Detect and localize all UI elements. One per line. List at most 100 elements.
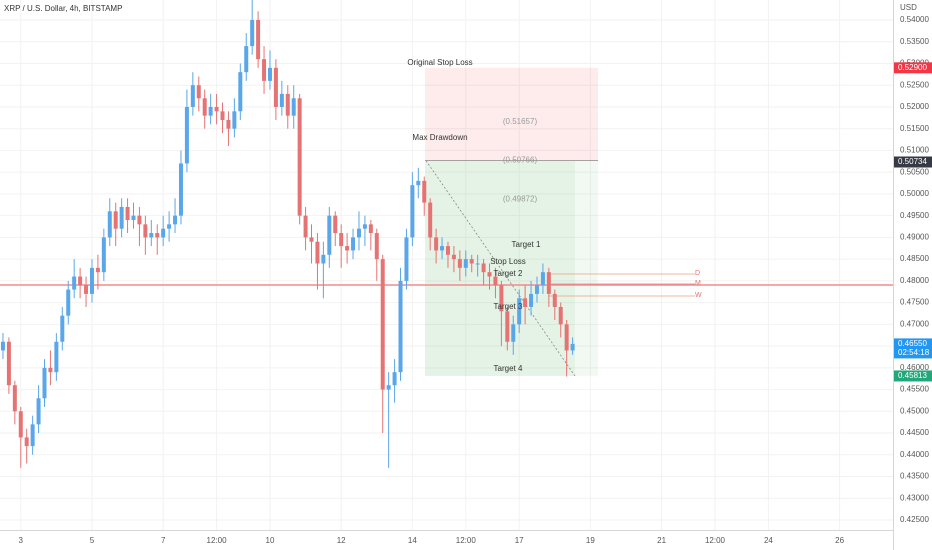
candle-body xyxy=(107,211,112,238)
annotation: Original Stop Loss xyxy=(407,58,472,67)
candle-body xyxy=(523,298,528,307)
candle-body xyxy=(190,85,195,107)
candle-body xyxy=(262,59,267,81)
annotation: Target 3 xyxy=(494,302,523,311)
candle-body xyxy=(457,259,462,268)
level-label: (0.51657) xyxy=(503,117,538,126)
candle-body xyxy=(95,267,100,273)
candle-body xyxy=(6,341,11,386)
candle-body xyxy=(131,215,136,220)
target-zone-ext xyxy=(575,160,598,376)
annotation: Stop Loss xyxy=(490,257,526,266)
candle-body xyxy=(196,85,201,99)
y-tick-label: 0.47000 xyxy=(900,319,929,328)
y-tick-label: 0.42500 xyxy=(900,515,929,524)
candle-body xyxy=(273,67,278,107)
candle-body xyxy=(552,293,557,307)
candle-body xyxy=(309,237,314,242)
candle-body xyxy=(285,93,290,116)
candle-body xyxy=(540,272,545,286)
candle-body xyxy=(398,280,403,373)
plot: (0.51657) (0.50766) (0.49872) Original Stop… xyxy=(0,0,893,530)
candle-body xyxy=(291,98,296,116)
y-tick-label: 0.49500 xyxy=(900,211,929,220)
candle-body xyxy=(250,20,255,47)
candle-body xyxy=(351,237,356,251)
x-tick-label: 21 xyxy=(657,536,666,545)
candle-body xyxy=(78,276,83,286)
stop-zone xyxy=(425,67,598,161)
candle-body xyxy=(487,272,492,277)
candle-body xyxy=(434,237,439,251)
candle-body xyxy=(232,111,237,129)
candle-body xyxy=(60,315,65,342)
y-tick-label: 0.52000 xyxy=(900,102,929,111)
candle-body xyxy=(493,276,498,286)
price-badge-label: 0.46550 xyxy=(898,339,927,348)
candle-body xyxy=(297,98,302,216)
candle-body xyxy=(267,67,272,81)
x-tick-label: 12 xyxy=(337,536,346,545)
candle-body xyxy=(386,385,391,390)
y-tick-label: 0.51000 xyxy=(900,146,929,155)
candle-body xyxy=(303,215,308,238)
candle-body xyxy=(137,215,142,225)
level-label: (0.50766) xyxy=(503,156,538,165)
candle-body xyxy=(0,341,5,351)
candle-body xyxy=(119,206,124,229)
y-tick-label: 0.44500 xyxy=(900,428,929,437)
annotation: Target 4 xyxy=(494,364,523,373)
candle-body xyxy=(333,215,338,234)
candle-body xyxy=(321,254,326,264)
y-tick-label: 0.46000 xyxy=(900,363,929,372)
candle-body xyxy=(570,343,575,351)
candle-body xyxy=(505,311,510,342)
candle-body xyxy=(30,424,35,447)
x-tick-label: 10 xyxy=(266,536,275,545)
y-tick-label: 0.51500 xyxy=(900,124,929,133)
candle-body xyxy=(368,224,373,234)
y-tick-label: 0.50500 xyxy=(900,167,929,176)
candle-body xyxy=(72,276,77,290)
price-badge xyxy=(894,338,932,359)
x-tick-label: 24 xyxy=(764,536,773,545)
candle-body xyxy=(161,228,166,238)
candle-body xyxy=(374,233,379,260)
candle-body xyxy=(155,233,160,238)
y-tick-label: 0.50000 xyxy=(900,189,929,198)
axis-unit: USD xyxy=(900,3,917,12)
y-tick-label: 0.45500 xyxy=(900,385,929,394)
candle-body xyxy=(463,259,468,268)
candle-body xyxy=(481,263,486,273)
candle-body xyxy=(36,398,41,425)
candle-body xyxy=(279,93,284,107)
x-tick-label: 3 xyxy=(19,536,24,545)
candle-body xyxy=(392,372,397,386)
target-zone xyxy=(425,160,575,376)
level-label: (0.49872) xyxy=(503,195,538,204)
candle-body xyxy=(113,211,118,229)
candle-body xyxy=(529,293,534,307)
candle-body xyxy=(101,237,106,273)
y-tick-label: 0.45000 xyxy=(900,406,929,415)
price-badge xyxy=(894,156,932,168)
candle-body xyxy=(220,111,225,120)
y-tick-label: 0.54000 xyxy=(900,15,929,24)
price-badge-label: 0.50734 xyxy=(898,157,927,166)
candle-body xyxy=(327,215,332,255)
candle-body xyxy=(256,20,261,60)
y-tick-label: 0.44000 xyxy=(900,450,929,459)
candle-body xyxy=(534,285,539,294)
candle-body xyxy=(173,215,178,225)
candle-body xyxy=(440,246,445,251)
candle-body xyxy=(48,367,53,373)
y-tick-label: 0.43500 xyxy=(900,472,929,481)
candle-body xyxy=(380,259,385,390)
annotation: M xyxy=(695,280,701,287)
candle-body xyxy=(202,98,207,116)
candle-body xyxy=(167,224,172,229)
candle-body xyxy=(558,306,563,325)
candle-body xyxy=(345,246,350,251)
candle-body xyxy=(451,254,456,260)
